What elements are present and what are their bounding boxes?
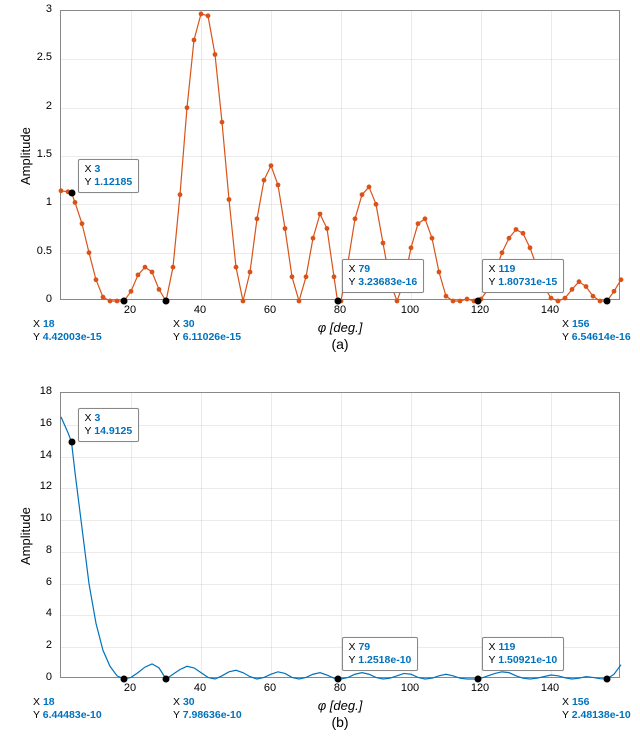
datatip-x-label: X xyxy=(489,263,496,275)
datatip-y-label: Y xyxy=(33,709,40,721)
series-line xyxy=(61,11,621,301)
datatip-marker xyxy=(68,189,75,196)
datatip-y-value: 2.48138e-10 xyxy=(572,709,631,721)
datatip-y-value: 6.11026e-15 xyxy=(183,331,241,343)
panel-a: X 3Y 1.12185X 79Y 3.23683e-16X 119Y 1.80… xyxy=(0,0,640,380)
datatip-y-label: Y xyxy=(349,654,356,666)
xtick-label: 100 xyxy=(401,682,419,694)
xtick-label: 140 xyxy=(541,304,559,316)
xtick-label: 80 xyxy=(334,304,346,316)
datatip-y-label: Y xyxy=(349,276,356,288)
datatip-x-label: X xyxy=(349,641,356,653)
datatip-marker xyxy=(474,676,481,683)
datatip-x-label: X xyxy=(173,318,180,330)
panel-caption: (b) xyxy=(331,714,348,730)
datatip-y-label: Y xyxy=(489,654,496,666)
datatip-x-value: 156 xyxy=(572,696,590,708)
datatip[interactable]: X 79Y 3.23683e-16 xyxy=(342,259,425,293)
datatip-y-value: 1.50921e-10 xyxy=(498,654,557,666)
xtick-label: 120 xyxy=(471,304,489,316)
datatip-below[interactable]: X 30Y 6.11026e-15 xyxy=(173,318,241,344)
datatip-x-label: X xyxy=(33,318,40,330)
datatip-y-label: Y xyxy=(489,276,496,288)
datatip-marker xyxy=(334,298,341,305)
datatip-x-value: 18 xyxy=(43,696,55,708)
xtick-label: 20 xyxy=(124,304,136,316)
datatip[interactable]: X 79Y 1.2518e-10 xyxy=(342,637,419,671)
datatip-marker xyxy=(334,676,341,683)
datatip-y-label: Y xyxy=(562,709,569,721)
datatip-x-value: 3 xyxy=(94,412,100,424)
figure: X 3Y 1.12185X 79Y 3.23683e-16X 119Y 1.80… xyxy=(0,0,640,756)
datatip-x-label: X xyxy=(562,696,569,708)
datatip-y-value: 1.12185 xyxy=(94,176,132,188)
xtick-label: 20 xyxy=(124,682,136,694)
datatip-marker xyxy=(121,298,128,305)
datatip-y-value: 7.98636e-10 xyxy=(183,709,242,721)
datatip-x-label: X xyxy=(85,163,92,175)
datatip-y-value: 6.54614e-16 xyxy=(572,331,631,343)
datatip-x-value: 156 xyxy=(572,318,590,330)
datatip-y-label: Y xyxy=(85,176,92,188)
datatip[interactable]: X 119Y 1.80731e-15 xyxy=(482,259,565,293)
datatip-x-label: X xyxy=(173,696,180,708)
xtick-label: 80 xyxy=(334,682,346,694)
datatip-x-label: X xyxy=(562,318,569,330)
xtick-label: 100 xyxy=(401,304,419,316)
datatip-y-label: Y xyxy=(173,709,180,721)
datatip-marker xyxy=(474,298,481,305)
y-axis-label: Amplitude xyxy=(18,507,33,565)
datatip-x-label: X xyxy=(85,412,92,424)
datatip-below[interactable]: X 156Y 2.48138e-10 xyxy=(562,696,631,722)
datatip-x-label: X xyxy=(33,696,40,708)
datatip[interactable]: X 3Y 1.12185 xyxy=(78,159,140,193)
datatip-x-value: 79 xyxy=(358,641,370,653)
xtick-label: 140 xyxy=(541,682,559,694)
datatip[interactable]: X 3Y 14.9125 xyxy=(78,408,140,442)
xtick-label: 120 xyxy=(471,682,489,694)
y-axis-label: Amplitude xyxy=(18,127,33,185)
datatip-y-label: Y xyxy=(562,331,569,343)
datatip-x-value: 3 xyxy=(94,163,100,175)
datatip-y-value: 14.9125 xyxy=(94,425,132,437)
datatip-marker xyxy=(163,298,170,305)
datatip-y-value: 4.42003e-15 xyxy=(43,331,102,343)
datatip-below[interactable]: X 18Y 6.44483e-10 xyxy=(33,696,102,722)
xtick-label: 60 xyxy=(264,304,276,316)
plot-area: X 3Y 14.9125X 79Y 1.2518e-10X 119Y 1.509… xyxy=(60,392,620,678)
datatip-marker xyxy=(163,676,170,683)
datatip-below[interactable]: X 30Y 7.98636e-10 xyxy=(173,696,242,722)
datatip-x-value: 119 xyxy=(498,641,515,653)
datatip-marker xyxy=(604,676,611,683)
datatip-y-value: 6.44483e-10 xyxy=(43,709,102,721)
xtick-label: 40 xyxy=(194,682,206,694)
datatip-x-value: 30 xyxy=(183,696,195,708)
datatip-marker xyxy=(604,298,611,305)
datatip-y-label: Y xyxy=(85,425,92,437)
datatip-y-value: 1.2518e-10 xyxy=(358,654,411,666)
datatip-y-label: Y xyxy=(173,331,180,343)
datatip-marker xyxy=(121,676,128,683)
datatip-below[interactable]: X 18Y 4.42003e-15 xyxy=(33,318,102,344)
datatip-x-value: 119 xyxy=(498,263,515,275)
datatip-marker xyxy=(68,439,75,446)
datatip-y-value: 3.23683e-16 xyxy=(358,276,417,288)
panel-b: X 3Y 14.9125X 79Y 1.2518e-10X 119Y 1.509… xyxy=(0,380,640,756)
panel-caption: (a) xyxy=(331,336,348,352)
x-axis-label: φ [deg.] xyxy=(318,320,363,335)
datatip-y-label: Y xyxy=(33,331,40,343)
xtick-label: 40 xyxy=(194,304,206,316)
datatip-x-value: 18 xyxy=(43,318,55,330)
datatip-x-label: X xyxy=(489,641,496,653)
plot-area: X 3Y 1.12185X 79Y 3.23683e-16X 119Y 1.80… xyxy=(60,10,620,300)
datatip[interactable]: X 119Y 1.50921e-10 xyxy=(482,637,565,671)
x-axis-label: φ [deg.] xyxy=(318,698,363,713)
datatip-x-value: 79 xyxy=(358,263,370,275)
datatip-below[interactable]: X 156Y 6.54614e-16 xyxy=(562,318,631,344)
datatip-x-value: 30 xyxy=(183,318,195,330)
datatip-y-value: 1.80731e-15 xyxy=(498,276,557,288)
xtick-label: 60 xyxy=(264,682,276,694)
datatip-x-label: X xyxy=(349,263,356,275)
